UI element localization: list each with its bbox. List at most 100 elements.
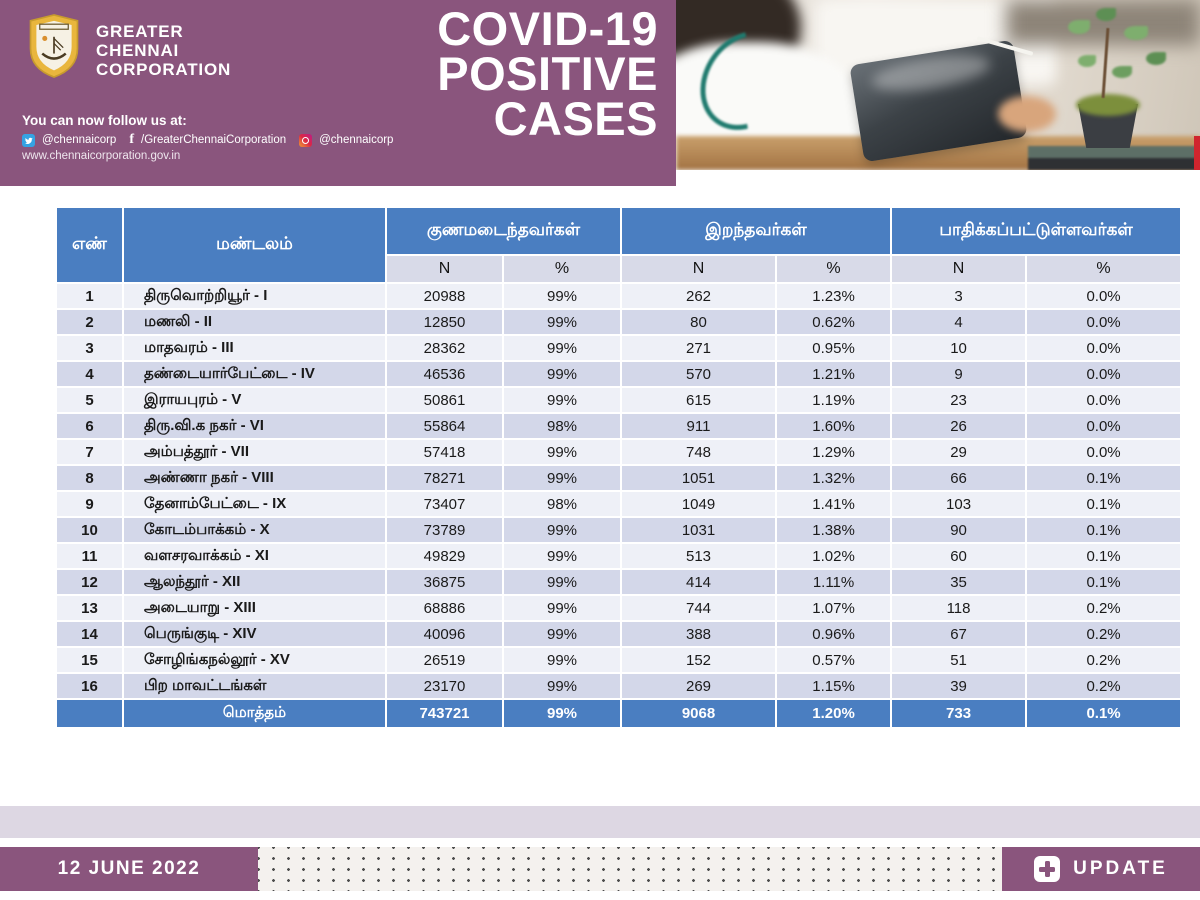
- instagram-icon: [299, 133, 313, 147]
- affected-pct: 0.0%: [1025, 308, 1183, 336]
- deaths-pct: 0.62%: [775, 308, 893, 336]
- deaths-n: 748: [620, 438, 778, 466]
- plant-leaf: [1096, 8, 1116, 21]
- deaths-n: 570: [620, 360, 778, 388]
- social-links-row: @chennaicorp f /GreaterChennaiCorporatio…: [22, 132, 399, 148]
- org-name-line: GREATER: [96, 22, 184, 41]
- recovered-n: 78271: [385, 464, 504, 492]
- update-button[interactable]: UPDATE: [1002, 847, 1200, 891]
- affected-n: 10: [890, 334, 1028, 362]
- affected-n: 67: [890, 620, 1028, 648]
- table-row: 3 மாதவரம் - III 28362 99% 271 0.95% 10 0…: [55, 334, 1183, 362]
- total-deaths-n: 9068: [620, 698, 778, 729]
- subheader-recovered-pct: %: [501, 254, 623, 284]
- table-row: 15 சோழிங்கநல்லூர் - XV 26519 99% 152 0.5…: [55, 646, 1183, 674]
- deaths-n: 262: [620, 282, 778, 310]
- recovered-pct: 99%: [501, 438, 623, 466]
- affected-pct: 0.1%: [1025, 490, 1183, 518]
- plant-leaf: [1112, 66, 1132, 78]
- header-affected: பாதிக்கப்பட்டுள்ளவர்கள்: [890, 206, 1183, 256]
- zone-name: தண்டையார்பேட்டை - IV: [122, 360, 387, 388]
- deaths-pct: 0.95%: [775, 334, 893, 362]
- recovered-n: 46536: [385, 360, 504, 388]
- affected-pct: 0.0%: [1025, 282, 1183, 310]
- books-stack: [1028, 146, 1200, 170]
- row-number: 7: [55, 438, 124, 466]
- row-number: 11: [55, 542, 124, 570]
- total-affected-n: 733: [890, 698, 1028, 729]
- twitter-icon: [22, 133, 35, 147]
- plant-leaf: [1078, 55, 1096, 67]
- deaths-pct: 0.57%: [775, 646, 893, 674]
- website-link[interactable]: www.chennaicorporation.gov.in: [22, 150, 181, 162]
- facebook-icon: f: [129, 132, 135, 147]
- recovered-n: 12850: [385, 308, 504, 336]
- row-number: 3: [55, 334, 124, 362]
- table-row: 10 கோடம்பாக்கம் - X 73789 99% 1031 1.38%…: [55, 516, 1183, 544]
- recovered-pct: 99%: [501, 282, 623, 310]
- deaths-n: 388: [620, 620, 778, 648]
- deaths-pct: 1.60%: [775, 412, 893, 440]
- affected-pct: 0.2%: [1025, 594, 1183, 622]
- recovered-n: 36875: [385, 568, 504, 596]
- recovered-pct: 99%: [501, 620, 623, 648]
- total-recovered-pct: 99%: [501, 698, 623, 729]
- affected-pct: 0.1%: [1025, 568, 1183, 596]
- recovered-n: 28362: [385, 334, 504, 362]
- instagram-handle[interactable]: @chennaicorp: [319, 134, 394, 146]
- plus-icon: [1034, 856, 1061, 882]
- zone-name: அடையாறு - XIII: [122, 594, 387, 622]
- dotted-pattern-strip: [258, 847, 1002, 891]
- date-badge: 12 JUNE 2022: [0, 847, 258, 891]
- row-number: 6: [55, 412, 124, 440]
- twitter-handle[interactable]: @chennaicorp: [42, 134, 117, 146]
- recovered-n: 20988: [385, 282, 504, 310]
- deaths-pct: 1.21%: [775, 360, 893, 388]
- affected-n: 103: [890, 490, 1028, 518]
- recovered-pct: 99%: [501, 542, 623, 570]
- zone-name: பெருங்குடி - XIV: [122, 620, 387, 648]
- affected-pct: 0.1%: [1025, 464, 1183, 492]
- table-row: 6 திரு.வி.க நகர் - VI 55864 98% 911 1.60…: [55, 412, 1183, 440]
- affected-n: 51: [890, 646, 1028, 674]
- deaths-n: 152: [620, 646, 778, 674]
- deaths-pct: 1.07%: [775, 594, 893, 622]
- recovered-pct: 99%: [501, 568, 623, 596]
- deaths-n: 414: [620, 568, 778, 596]
- subheader-deaths-n: N: [620, 254, 778, 284]
- recovered-pct: 98%: [501, 490, 623, 518]
- deaths-n: 269: [620, 672, 778, 700]
- zone-name: திரு.வி.க நகர் - VI: [122, 412, 387, 440]
- row-number: 4: [55, 360, 124, 388]
- recovered-pct: 99%: [501, 360, 623, 388]
- affected-pct: 0.1%: [1025, 516, 1183, 544]
- deaths-n: 1051: [620, 464, 778, 492]
- deaths-n: 80: [620, 308, 778, 336]
- affected-n: 35: [890, 568, 1028, 596]
- table-row: 8 அண்ணா நகர் - VIII 78271 99% 1051 1.32%…: [55, 464, 1183, 492]
- facebook-handle[interactable]: /GreaterChennaiCorporation: [141, 134, 287, 146]
- deaths-pct: 1.38%: [775, 516, 893, 544]
- deaths-pct: 1.32%: [775, 464, 893, 492]
- total-row: மொத்தம் 743721 99% 9068 1.20% 733 0.1%: [55, 698, 1183, 729]
- subheader-recovered-n: N: [385, 254, 504, 284]
- affected-pct: 0.1%: [1025, 542, 1183, 570]
- affected-pct: 0.0%: [1025, 386, 1183, 414]
- row-number: 14: [55, 620, 124, 648]
- shelf-backdrop: [1006, 0, 1200, 45]
- row-number: 5: [55, 386, 124, 414]
- table-row: 5 இராயபுரம் - V 50861 99% 615 1.19% 23 0…: [55, 386, 1183, 414]
- affected-n: 23: [890, 386, 1028, 414]
- title-line: CASES: [493, 92, 658, 145]
- recovered-pct: 99%: [501, 516, 623, 544]
- recovered-n: 73407: [385, 490, 504, 518]
- covid-table: எண் மண்டலம் குணமடைந்தவர்கள் இறந்தவர்கள் …: [55, 206, 1183, 729]
- affected-n: 26: [890, 412, 1028, 440]
- zone-name: பிற மாவட்டங்கள்: [122, 672, 387, 700]
- recovered-n: 40096: [385, 620, 504, 648]
- zone-name: திருவொற்றியூர் - I: [122, 282, 387, 310]
- affected-n: 29: [890, 438, 1028, 466]
- plant-leaf: [1068, 20, 1090, 34]
- header-banner: GREATER CHENNAI CORPORATION COVID-19 POS…: [0, 0, 676, 186]
- subheader-deaths-pct: %: [775, 254, 893, 284]
